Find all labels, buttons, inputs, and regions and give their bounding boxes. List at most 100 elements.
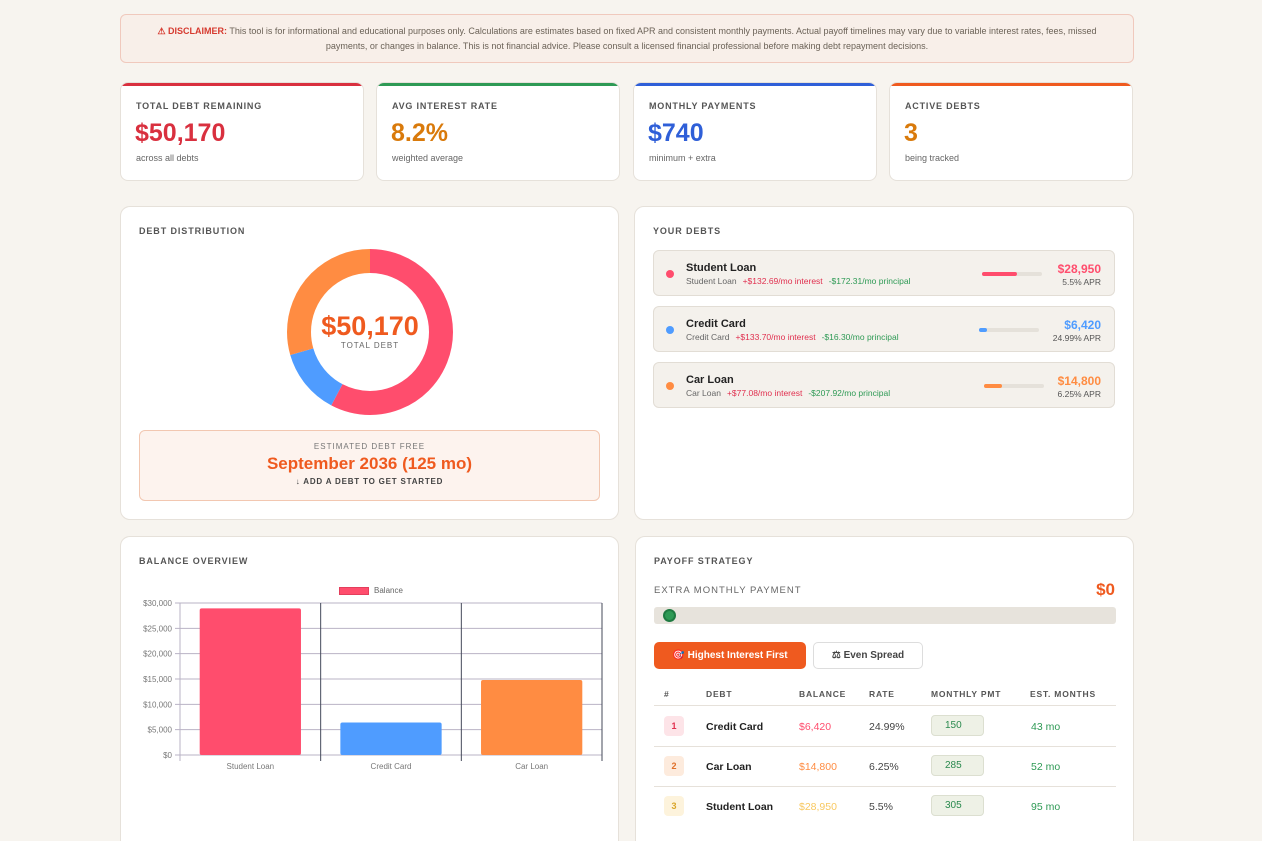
stat-accent-bar (121, 83, 363, 86)
table-divider (654, 746, 1116, 747)
stat-value: 3 (904, 119, 918, 147)
table-divider (654, 705, 1116, 706)
debt-type: Credit Card (686, 332, 730, 342)
debt-name: Credit Card (686, 318, 746, 330)
slider-handle[interactable] (663, 609, 676, 622)
debt-meta: Student Loan +$132.69/mo interest -$172.31… (686, 276, 910, 286)
y-tick-label: $10,000 (143, 700, 172, 709)
monthly-pmt-input[interactable]: 285 (931, 755, 984, 776)
debt-progress-fill (979, 328, 987, 332)
add-debt-hint[interactable]: ↓ ADD A DEBT TO GET STARTED (295, 477, 444, 486)
y-tick-label: $5,000 (148, 726, 173, 735)
row-months: 95 mo (1031, 801, 1061, 813)
debt-free-estimate: ESTIMATED DEBT FREE September 2036 (125 … (139, 430, 600, 501)
y-tick-label: $0 (163, 751, 172, 760)
card-title: BALANCE OVERVIEW (139, 556, 249, 566)
stat-monthly-payments: MONTHLY PAYMENTS $740 minimum + extra (633, 82, 877, 181)
debt-interest: +$133.70/mo interest (735, 332, 816, 342)
debt-meta: Credit Card +$133.70/mo interest -$16.30/m… (686, 332, 899, 342)
x-tick-label: Car Loan (515, 762, 548, 771)
row-months: 43 mo (1031, 721, 1061, 733)
stat-label: MONTHLY PAYMENTS (649, 101, 757, 111)
card-title: YOUR DEBTS (653, 226, 722, 236)
x-tick-label: Student Loan (227, 762, 275, 771)
row-balance: $14,800 (799, 761, 837, 773)
debt-amount: $28,950 (1057, 262, 1101, 276)
row-months: 52 mo (1031, 761, 1061, 773)
stat-accent-bar (634, 83, 876, 86)
extra-payment-value: $0 (1096, 580, 1115, 599)
debt-principal: -$172.31/mo principal (828, 276, 911, 286)
table-row: 2 Car Loan $14,800 6.25% 285 52 mo (654, 747, 1116, 787)
extra-payment-label: EXTRA MONTHLY PAYMENT (654, 585, 802, 596)
debt-apr: 24.99% APR (1052, 333, 1101, 343)
debt-principal: -$207.92/mo principal (808, 388, 891, 398)
disclaimer-label: ⚠ DISCLAIMER: (157, 26, 228, 36)
donut-chart: $50,170 TOTAL DEBT (287, 249, 453, 415)
even-spread-button[interactable]: ⚖ Even Spread (813, 642, 923, 669)
monthly-pmt-input[interactable]: 305 (931, 795, 984, 816)
col-header-rate: RATE (869, 689, 895, 699)
table-row: 1 Credit Card $6,420 24.99% 150 43 mo (654, 707, 1116, 747)
debt-row-credit-card[interactable]: Credit Card Credit Card +$133.70/mo inter… (653, 306, 1115, 352)
row-debt-name: Credit Card (706, 721, 764, 733)
disclaimer-banner: ⚠ DISCLAIMER: This tool is for informati… (120, 14, 1134, 63)
debt-type: Student Loan (686, 276, 737, 286)
donut-total: $50,170 (321, 311, 419, 341)
debt-type: Car Loan (686, 388, 721, 398)
stat-sub: weighted average (392, 153, 464, 163)
payoff-strategy-card: PAYOFF STRATEGY EXTRA MONTHLY PAYMENT $0… (635, 536, 1134, 841)
debt-progress-fill (984, 384, 1002, 388)
debt-progress-fill (982, 272, 1017, 276)
chart-legend: Balance (339, 586, 403, 595)
monthly-pmt-input[interactable]: 150 (931, 715, 984, 736)
debt-progress-track (982, 272, 1042, 276)
row-debt-name: Student Loan (706, 801, 774, 813)
debt-name: Student Loan (686, 262, 757, 274)
debt-amount: $6,420 (1064, 318, 1101, 332)
y-tick-label: $15,000 (143, 675, 172, 684)
legend-swatch (339, 586, 369, 595)
row-debt-name: Car Loan (706, 761, 752, 773)
row-balance: $28,950 (799, 801, 837, 813)
stat-sub: minimum + extra (649, 153, 716, 163)
stat-accent-bar (377, 83, 619, 86)
balance-overview-card: BALANCE OVERVIEW Balance $0 $5,000 $10,000… (120, 536, 619, 841)
col-header-debt: DEBT (706, 689, 733, 699)
donut-slice-car-loan (287, 249, 453, 415)
donut-center: $50,170 TOTAL DEBT (287, 311, 453, 350)
col-header-est-months: EST. MONTHS (1030, 689, 1096, 699)
row-rate: 24.99% (869, 721, 905, 733)
debt-name: Car Loan (686, 374, 734, 386)
debt-color-dot (666, 382, 674, 390)
debt-distribution-card: DEBT DISTRIBUTION $50,170 TOTAL DEBT EST… (120, 206, 619, 520)
y-tick-label: $30,000 (143, 599, 172, 608)
stat-value: $50,170 (135, 119, 226, 147)
stat-total-debt: TOTAL DEBT REMAINING $50,170 across all … (120, 82, 364, 181)
stat-label: AVG INTEREST RATE (392, 101, 498, 111)
stat-sub: across all debts (136, 153, 199, 163)
disclaimer-text: This tool is for informational and educa… (229, 26, 1097, 51)
stat-accent-bar (890, 83, 1132, 86)
debt-row-student-loan[interactable]: Student Loan Student Loan +$132.69/mo int… (653, 250, 1115, 296)
stat-avg-interest: AVG INTEREST RATE 8.2% weighted average (376, 82, 620, 181)
x-tick-label: Credit Card (371, 762, 412, 771)
highest-interest-first-button[interactable]: 🎯 Highest Interest First (654, 642, 806, 669)
bar-credit-card (340, 722, 442, 755)
card-title: PAYOFF STRATEGY (654, 556, 754, 566)
stat-value: $740 (648, 119, 704, 147)
y-tick-label: $25,000 (143, 624, 172, 633)
debt-free-label: ESTIMATED DEBT FREE (313, 442, 426, 451)
row-rate: 6.25% (869, 761, 899, 773)
debt-color-dot (666, 326, 674, 334)
extra-payment-slider[interactable] (654, 607, 1116, 624)
stat-label: TOTAL DEBT REMAINING (136, 101, 262, 111)
stat-value: 8.2% (391, 119, 448, 147)
debt-interest: +$132.69/mo interest (742, 276, 823, 286)
donut-total-label: TOTAL DEBT (340, 341, 400, 350)
debt-row-car-loan[interactable]: Car Loan Car Loan +$77.08/mo interest -$20… (653, 362, 1115, 408)
col-header-rank: # (664, 689, 670, 699)
debt-progress-track (979, 328, 1039, 332)
rank-badge: 3 (664, 796, 684, 816)
card-title: DEBT DISTRIBUTION (139, 226, 246, 236)
